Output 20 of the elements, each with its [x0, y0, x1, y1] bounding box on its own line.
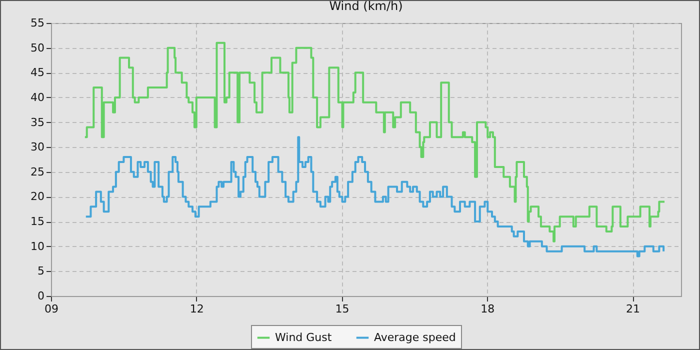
x-tick-label: 12 — [190, 302, 204, 316]
y-tick-label: 55 — [30, 16, 44, 30]
y-tick-label: 5 — [38, 264, 44, 278]
y-tick-label: 10 — [30, 240, 44, 253]
x-tick-label: 18 — [480, 302, 495, 316]
y-tick-label: 50 — [30, 41, 44, 54]
x-tick-label: 21 — [626, 302, 640, 316]
legend-label: Average speed — [374, 330, 456, 344]
x-tick-label: 15 — [335, 302, 350, 316]
x-tick-label: 09 — [44, 302, 58, 316]
y-tick-label: 40 — [30, 90, 44, 104]
chart-title: Wind (km/h) — [329, 0, 403, 13]
y-tick-label: 15 — [30, 215, 44, 228]
y-tick-label: 30 — [30, 140, 44, 154]
y-tick-label: 35 — [30, 116, 44, 129]
y-tick-label: 25 — [30, 165, 44, 178]
y-tick-label: 0 — [38, 290, 44, 302]
y-tick-label: 20 — [30, 190, 44, 204]
y-tick-label: 45 — [30, 66, 44, 80]
legend-label: Wind Gust — [275, 330, 332, 344]
